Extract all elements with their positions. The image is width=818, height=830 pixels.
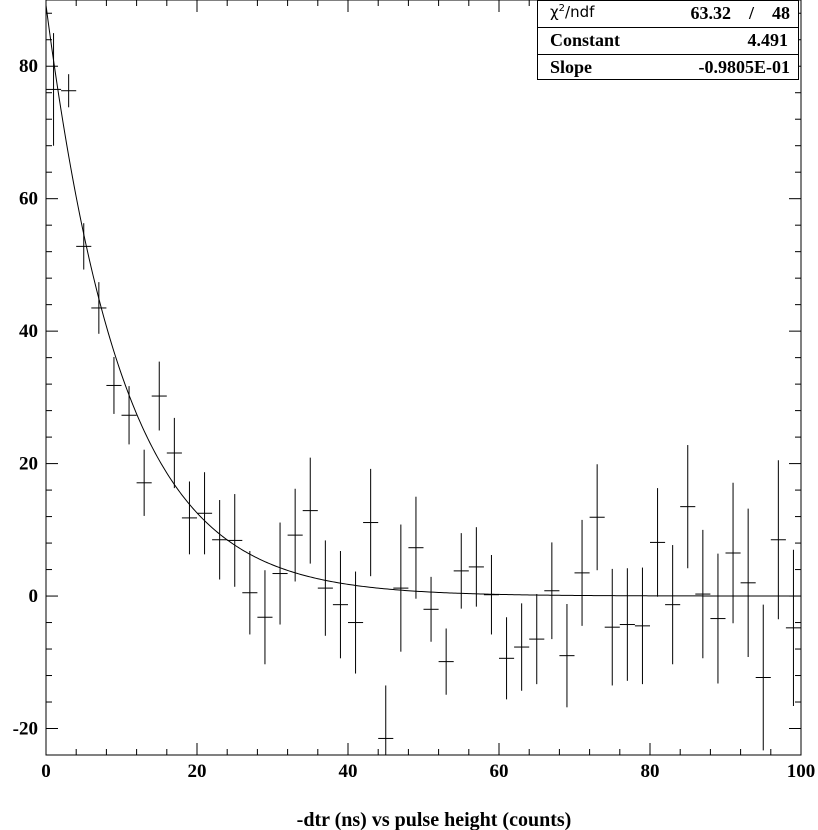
data-point — [348, 571, 364, 674]
y-tick-label: -20 — [13, 719, 38, 740]
data-point — [257, 570, 273, 665]
fit-stats-box: χ2/ndf 63.32 / 48 Constant 4.491 Slope -… — [537, 0, 799, 80]
data-point — [242, 551, 258, 635]
data-point — [423, 576, 439, 642]
data-point — [46, 33, 62, 146]
stats-row-slope: Slope -0.9805E-01 — [538, 55, 798, 81]
data-point — [378, 685, 394, 755]
stats-name-constant: Constant — [550, 30, 621, 50]
data-point — [166, 417, 182, 489]
data-point — [589, 464, 605, 571]
stats-value-chi2: 63.32 / 48 — [690, 3, 790, 23]
data-point — [453, 533, 469, 609]
chi-superscript: 2 — [558, 3, 566, 14]
stats-name-chi2: χ2/ndf — [550, 3, 594, 21]
data-point — [438, 628, 454, 695]
data-point — [619, 568, 635, 681]
y-tick-label: 40 — [19, 321, 38, 342]
data-point — [604, 568, 620, 686]
data-point — [529, 594, 545, 685]
x-tick-label: 100 — [787, 761, 816, 782]
chi-symbol: χ — [550, 3, 559, 21]
data-points — [46, 33, 801, 755]
data-point — [272, 522, 288, 625]
x-tick-label: 40 — [339, 761, 358, 782]
data-point — [317, 540, 333, 636]
x-tick-label: 0 — [41, 761, 51, 782]
data-point — [634, 567, 650, 685]
plot-frame — [45, 0, 802, 756]
fit-curve — [45, 5, 801, 597]
y-tick-label: 0 — [29, 586, 39, 607]
data-point — [559, 604, 575, 708]
data-point — [468, 527, 484, 607]
data-point — [770, 460, 786, 620]
data-point — [393, 524, 409, 652]
data-point — [544, 542, 560, 640]
data-point — [514, 603, 530, 691]
data-point — [725, 482, 741, 624]
data-point — [106, 356, 122, 414]
stats-value-slope: -0.9805E-01 — [698, 57, 791, 77]
data-point — [61, 74, 77, 108]
data-point — [197, 472, 213, 555]
stats-row-chi2: χ2/ndf 63.32 / 48 — [538, 1, 798, 27]
x-tick-label: 20 — [188, 761, 207, 782]
stats-separator — [538, 27, 798, 28]
data-point — [287, 488, 303, 582]
y-tick-label: 60 — [19, 189, 38, 210]
data-point — [665, 545, 681, 665]
data-point — [785, 549, 801, 706]
y-axis-ticks: -20 0 20 40 60 80 — [13, 12, 801, 756]
data-point — [680, 445, 696, 569]
stats-name-slope: Slope — [550, 57, 593, 77]
data-point — [151, 361, 167, 431]
data-point — [136, 449, 152, 516]
data-point — [227, 494, 243, 587]
stats-separator — [538, 54, 798, 55]
x-axis-ticks: 0 20 40 60 80 100 — [41, 0, 815, 782]
x-axis-label: -dtr (ns) vs pulse height (counts) — [297, 809, 572, 830]
data-point — [302, 457, 318, 564]
data-point — [574, 519, 590, 626]
data-point — [695, 529, 711, 659]
data-point — [212, 500, 228, 580]
data-point — [755, 604, 771, 751]
x-tick-label: 60 — [490, 761, 509, 782]
y-tick-label: 80 — [19, 56, 38, 77]
x-tick-label: 80 — [641, 761, 660, 782]
data-point — [363, 468, 379, 577]
data-point — [710, 553, 726, 684]
y-tick-label: 20 — [19, 454, 38, 475]
data-point — [76, 223, 92, 270]
data-point — [332, 551, 348, 659]
stats-value-constant: 4.491 — [747, 30, 789, 50]
chi-suffix: /ndf — [565, 3, 595, 21]
data-point — [499, 617, 515, 700]
data-point — [408, 496, 424, 599]
data-point — [740, 508, 756, 657]
stats-row-constant: Constant 4.491 — [538, 28, 798, 54]
data-point — [181, 481, 197, 555]
data-point — [650, 488, 666, 597]
data-point — [91, 282, 107, 334]
